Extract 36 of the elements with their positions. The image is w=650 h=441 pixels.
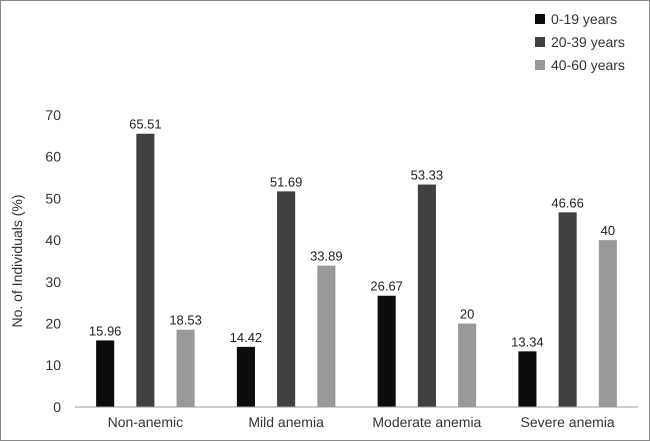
data-label: 51.69	[270, 174, 302, 190]
y-tick-label: 70	[45, 106, 62, 123]
legend-label: 0-19 years	[551, 10, 618, 27]
legend-label: 40-60 years	[551, 56, 625, 73]
data-label: 33.89	[310, 248, 343, 264]
bar	[378, 296, 396, 407]
legend-label: 20-39 years	[551, 34, 625, 50]
data-label: 53.33	[410, 168, 444, 183]
y-tick-label: 10	[45, 357, 62, 374]
x-tick-label: Moderate anemia	[372, 414, 482, 430]
data-label: 14.42	[230, 330, 262, 345]
y-tick-label: 60	[45, 148, 62, 165]
x-tick-label: Mild anemia	[248, 414, 324, 430]
y-tick-label: 0	[53, 398, 62, 415]
y-tick-label: 40	[45, 232, 62, 248]
y-tick-label: 50	[45, 190, 62, 206]
x-tick-label: Non-anemic	[108, 414, 184, 430]
data-label: 20	[460, 306, 474, 322]
data-label: 40	[600, 223, 616, 238]
y-tick-label: 20	[45, 315, 62, 332]
bar	[558, 212, 577, 407]
bar	[277, 191, 296, 407]
bar	[418, 184, 436, 407]
y-axis-title: No. of Individuals (%)	[9, 194, 25, 328]
x-tick-label: Severe anemia	[520, 414, 615, 430]
data-label: 26.67	[370, 278, 403, 294]
data-label: 46.66	[551, 195, 584, 210]
bar	[518, 351, 536, 407]
data-label: 13.34	[511, 334, 544, 350]
y-tick-label: 30	[45, 274, 62, 290]
bar	[96, 340, 114, 407]
data-label: 15.96	[88, 323, 122, 338]
bar	[136, 134, 154, 407]
bar	[236, 346, 255, 407]
data-label: 18.53	[169, 312, 202, 328]
data-label: 65.51	[129, 116, 162, 132]
